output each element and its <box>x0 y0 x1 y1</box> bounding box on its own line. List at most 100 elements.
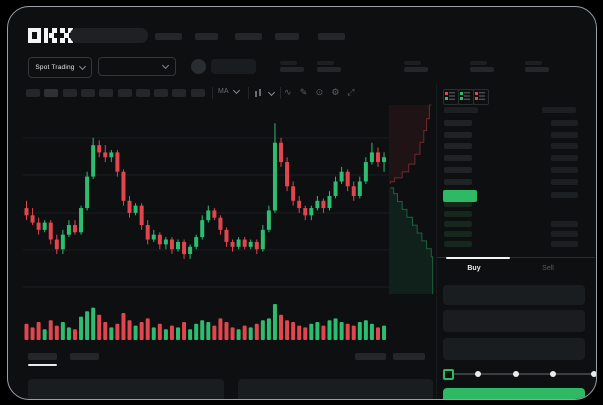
timeframe-button[interactable] <box>44 89 58 97</box>
bid-price-placeholder[interactable] <box>444 211 472 217</box>
timeframe-button[interactable] <box>136 89 150 97</box>
history-tab-placeholder[interactable] <box>28 353 57 360</box>
orderbook-header-placeholder <box>542 107 576 113</box>
indicator-dropdown[interactable]: MA <box>218 86 240 95</box>
nav-item-placeholder[interactable] <box>155 33 182 40</box>
orderbook-header-placeholder <box>444 107 478 113</box>
slider-handle[interactable] <box>443 369 454 380</box>
slider-step-dot[interactable] <box>513 371 519 377</box>
active-tab-underline <box>28 364 57 366</box>
slider-track <box>446 373 594 375</box>
toolbar-divider <box>248 87 249 99</box>
nav-item-placeholder[interactable] <box>275 33 299 40</box>
chevron-down-icon <box>267 88 276 97</box>
ask-size-placeholder <box>551 155 578 161</box>
ask-price-placeholder[interactable] <box>444 155 472 161</box>
history-tab-placeholder[interactable] <box>70 353 99 360</box>
chart-type-dropdown[interactable] <box>254 88 276 98</box>
slider-step-dot[interactable] <box>550 371 556 377</box>
volume-bars <box>24 304 387 340</box>
stat-value-placeholder <box>317 67 341 72</box>
pair-name-placeholder <box>211 59 256 74</box>
bid-size-placeholder <box>551 221 578 227</box>
bid-size-placeholder <box>551 241 578 247</box>
bid-price-placeholder[interactable] <box>444 241 472 247</box>
timeframe-button[interactable] <box>63 89 77 97</box>
okx-logo[interactable]: OKX <box>28 28 73 43</box>
timeframe-button[interactable] <box>172 89 186 97</box>
active-tab-indicator <box>446 257 510 259</box>
ask-size-placeholder <box>551 120 578 126</box>
orderbook-mode-combined-book[interactable] <box>443 89 459 105</box>
ask-size-placeholder <box>551 179 578 185</box>
ask-size-placeholder <box>551 143 578 149</box>
panel-button-placeholder[interactable] <box>393 353 425 360</box>
slider-step-dot[interactable] <box>475 371 481 377</box>
stat-label-placeholder <box>470 61 487 65</box>
ask-price-placeholder[interactable] <box>444 143 472 149</box>
depth-chart <box>389 104 434 295</box>
candlestick-chart[interactable] <box>23 107 389 299</box>
nav-item-placeholder[interactable] <box>318 33 345 40</box>
ask-price-placeholder[interactable] <box>444 120 472 126</box>
indicator-label: MA <box>218 88 229 95</box>
order-total-input[interactable] <box>443 338 585 360</box>
orderbook-mode-bids-only[interactable] <box>458 89 474 105</box>
draw-icon[interactable]: ✎ <box>299 87 308 97</box>
tab-buy[interactable]: Buy <box>467 264 481 272</box>
settings-icon[interactable]: ⚙ <box>331 87 340 97</box>
timeframe-button[interactable] <box>191 89 205 97</box>
ask-price-placeholder[interactable] <box>444 179 472 185</box>
bid-price-placeholder[interactable] <box>444 201 472 207</box>
stat-value-placeholder <box>404 67 428 72</box>
pair-selector-dropdown[interactable] <box>98 57 176 76</box>
panel-divider <box>436 83 437 399</box>
candle-type-icon <box>255 89 261 97</box>
panel-button-placeholder[interactable] <box>355 353 386 360</box>
timeframe-button[interactable] <box>154 89 168 97</box>
ask-price-placeholder[interactable] <box>444 167 472 173</box>
timeframe-button[interactable] <box>118 89 132 97</box>
order-price-input[interactable] <box>443 285 585 305</box>
ask-size-placeholder <box>551 132 578 138</box>
toolbar-divider <box>280 87 281 99</box>
bid-size-placeholder <box>551 231 578 237</box>
nav-item-placeholder[interactable] <box>195 33 218 40</box>
chevron-down-icon <box>232 86 240 95</box>
bid-price-placeholder[interactable] <box>444 221 472 227</box>
order-side-tabs: Buy Sell <box>437 257 595 278</box>
last-price-badge[interactable] <box>443 190 477 202</box>
stat-value-placeholder <box>470 67 494 72</box>
orderbook-mode-asks-only[interactable] <box>473 89 489 105</box>
pair-avatar <box>191 59 206 74</box>
chevron-down-icon <box>161 61 170 70</box>
amount-slider[interactable] <box>443 367 596 381</box>
toolbar-divider <box>212 87 213 99</box>
slider-step-dot[interactable] <box>591 371 596 377</box>
chevron-down-icon <box>78 62 86 71</box>
ask-size-placeholder <box>551 167 578 173</box>
bottom-panel-placeholder <box>28 379 224 399</box>
stat-label-placeholder <box>317 61 334 65</box>
app-window: OKX Spot Trading MA <box>7 6 597 400</box>
line-style-icon[interactable]: ∿ <box>284 87 292 97</box>
timeframe-button[interactable] <box>99 89 113 97</box>
ask-price-placeholder[interactable] <box>444 132 472 138</box>
nav-item-placeholder[interactable] <box>235 33 262 40</box>
stat-label-placeholder <box>525 61 542 65</box>
stat-value-placeholder <box>525 67 549 72</box>
bid-price-placeholder[interactable] <box>444 231 472 237</box>
camera-icon[interactable]: ⊙ <box>315 87 324 97</box>
market-mode-label: Spot Trading <box>35 64 75 71</box>
buy-submit-button[interactable] <box>443 388 585 399</box>
stat-label-placeholder <box>280 61 297 65</box>
tab-sell[interactable]: Sell <box>542 264 554 272</box>
bottom-panel-placeholder <box>238 379 433 399</box>
market-mode-dropdown[interactable]: Spot Trading <box>28 57 92 78</box>
search-input[interactable] <box>70 28 148 43</box>
fullscreen-icon[interactable]: ⤢ <box>347 87 355 97</box>
timeframe-button[interactable] <box>81 89 95 97</box>
timeframe-button[interactable] <box>26 89 40 97</box>
order-amount-input[interactable] <box>443 310 585 332</box>
